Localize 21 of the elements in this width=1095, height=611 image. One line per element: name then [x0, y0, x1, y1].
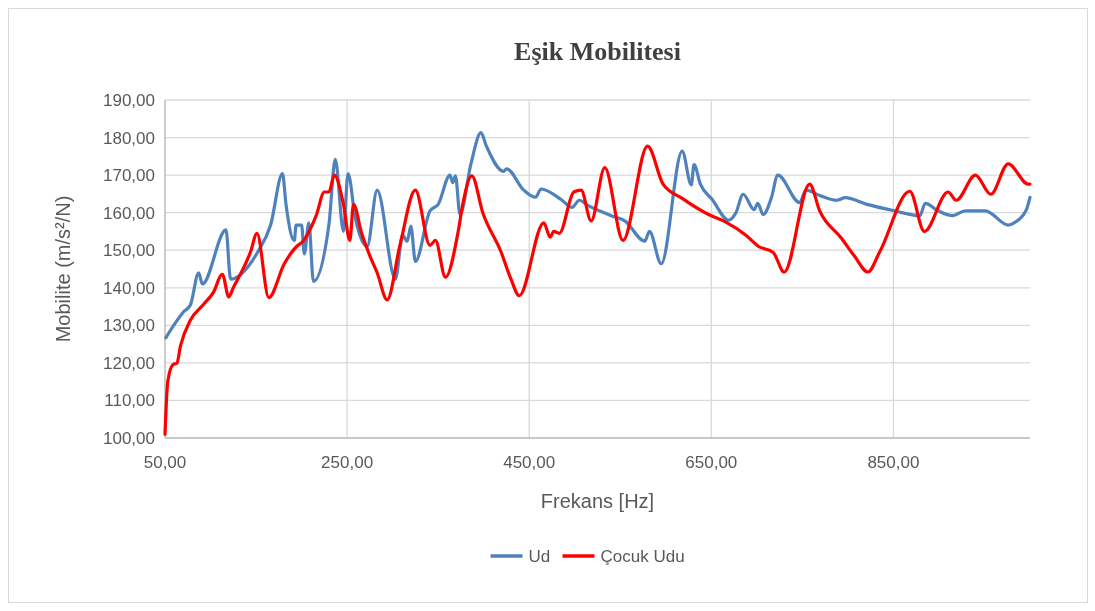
y-tick-label: 110,00: [104, 391, 155, 411]
y-tick-label: 140,00: [103, 278, 155, 298]
chart-title: Eşik Mobilitesi: [514, 37, 681, 66]
line-series: [164, 131, 1032, 340]
y-tick-label: 150,00: [103, 241, 155, 261]
legend-label: Çocuk Udu: [600, 546, 685, 566]
x-tick-label: 250,00: [321, 453, 374, 472]
x-tick-label: 450,00: [503, 453, 556, 472]
y-tick-label: 180,00: [103, 128, 155, 148]
x-axis-title: Frekans [Hz]: [540, 490, 655, 512]
x-tick-label: 650,00: [685, 453, 738, 472]
y-tick-label: 100,00: [103, 428, 155, 448]
y-tick-label: 160,00: [103, 203, 155, 223]
y-tick-label: 120,00: [103, 353, 155, 373]
y-tick-label: 130,00: [103, 316, 155, 336]
y-tick-label: 170,00: [103, 166, 155, 186]
y-tick-label: 190,00: [103, 90, 155, 110]
legend-label: Ud: [528, 546, 551, 566]
x-tick-label: 850,00: [867, 453, 920, 472]
x-tick-label: 50,00: [143, 453, 187, 472]
y-axis-title: Mobilite (m/s²/N): [52, 195, 74, 343]
